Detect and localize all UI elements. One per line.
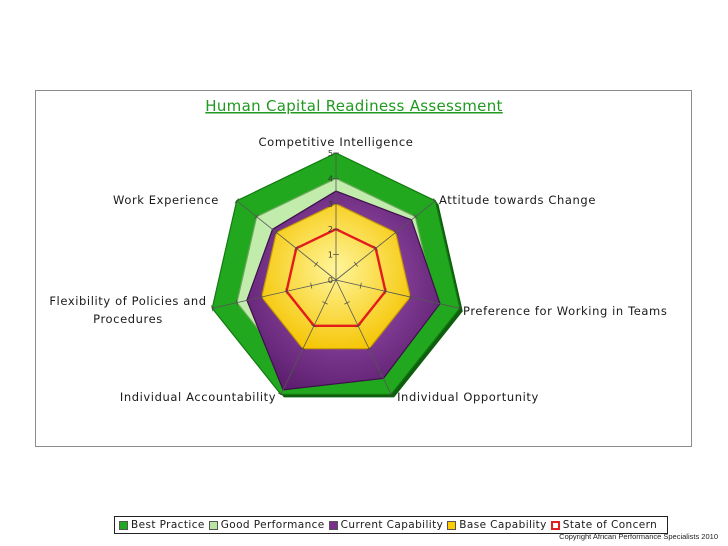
axis-tick — [310, 282, 313, 289]
legend-item-state-of-concern: State of Concern — [550, 519, 658, 531]
axis-label: Competitive Intelligence — [259, 135, 414, 149]
radial-tick-label: 5 — [328, 149, 333, 158]
axis-tick — [278, 392, 284, 397]
radial-tick-label: 2 — [328, 225, 333, 234]
axis-tick — [314, 261, 319, 267]
axis-label: Preference for Working in Teams — [463, 304, 667, 318]
axis-label: Flexibility of Policies and Procedures — [49, 294, 206, 326]
axis-label: Attitude towards Change — [439, 193, 596, 207]
axis-spoke — [212, 279, 337, 309]
axis-spoke — [335, 200, 436, 281]
legend-item-good-performance: Good Performance — [208, 519, 325, 531]
chart-frame: Human Capital Readiness Assessment 0 1 2 3 4… — [35, 90, 692, 534]
axis-tick — [234, 198, 239, 204]
axis-tick — [285, 288, 288, 295]
axis-label: Work Experience — [113, 193, 219, 207]
axis-tick — [311, 324, 317, 328]
legend-swatch — [328, 520, 338, 530]
axis-tick — [274, 229, 279, 236]
axis-tick — [254, 214, 259, 220]
axis-tick — [373, 245, 378, 251]
chart-title: Human Capital Readiness Assessment — [205, 97, 502, 115]
axis-tick — [260, 293, 263, 300]
legend-label: Good Performance — [220, 519, 325, 531]
legend-item-current-capability: Current Capability — [328, 519, 444, 531]
axis-tick — [344, 301, 350, 305]
axis-tick — [366, 347, 372, 351]
axis-spoke — [335, 279, 460, 309]
radial-tick-label: 3 — [328, 200, 333, 209]
radar-chart: Human Capital Readiness Assessment 0 1 2 3 4… — [49, 97, 667, 404]
axis-tick — [409, 293, 412, 300]
axis-tick — [294, 245, 299, 251]
legend-swatch — [119, 520, 128, 530]
axis-label: Individual Opportunity — [397, 390, 539, 404]
axis-tick — [353, 261, 358, 267]
radial-tick-label: 0 — [328, 276, 333, 285]
axis-tick — [384, 288, 387, 295]
legend-label: Base Capability — [459, 519, 547, 531]
axis-label: Individual Accountability — [120, 390, 276, 404]
axis-tick — [355, 324, 361, 328]
legend-label: Current Capability — [340, 519, 444, 531]
axis-tick — [388, 392, 394, 397]
axis-tick — [413, 214, 418, 220]
axis-tick — [289, 369, 295, 374]
axis-tick — [300, 347, 306, 351]
axis-tick — [322, 301, 328, 305]
legend-label: State of Concern — [562, 519, 658, 531]
radial-tick-label: 1 — [328, 251, 333, 260]
axis-tick — [359, 282, 362, 289]
legend-label: Best Practice — [131, 519, 205, 531]
axis-tick — [235, 299, 238, 306]
legend-item-base-capability: Base Capability — [447, 519, 547, 531]
chart-legend: Best Practice Good Performance Current Cap… — [114, 516, 669, 534]
legend-swatch — [208, 520, 218, 530]
axis-tick — [393, 229, 398, 236]
legend-item-best-practice: Best Practice — [119, 519, 205, 531]
axis-tick — [458, 305, 461, 312]
series-state-of-concern — [285, 227, 387, 328]
axis-tick — [377, 369, 383, 374]
axis-spoke — [280, 279, 337, 395]
axis-tick — [434, 299, 437, 306]
axis-tick — [211, 305, 214, 312]
axis-tick — [433, 198, 438, 204]
copyright-note: Copyright African Performance Specialist… — [559, 532, 718, 541]
legend-swatch — [550, 520, 560, 530]
axis-spoke — [236, 200, 337, 281]
legend-swatch — [447, 520, 457, 530]
axis-spoke — [335, 279, 392, 395]
radial-tick-label: 4 — [328, 174, 333, 183]
